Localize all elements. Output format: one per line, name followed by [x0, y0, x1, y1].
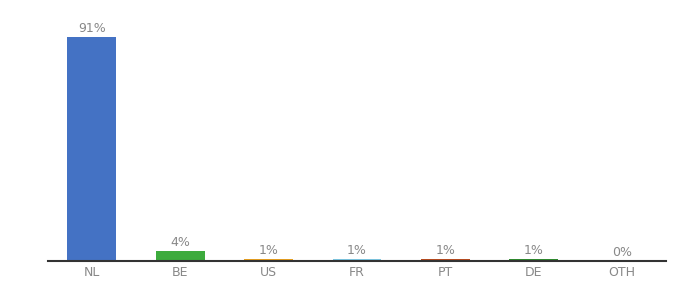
Bar	[509, 259, 558, 261]
Text: 1%: 1%	[258, 244, 279, 256]
Text: 4%: 4%	[170, 236, 190, 249]
Text: 91%: 91%	[78, 22, 105, 35]
Text: 1%: 1%	[524, 244, 544, 256]
Bar	[156, 251, 205, 261]
Bar	[421, 259, 470, 261]
Text: 1%: 1%	[435, 244, 456, 256]
Bar	[333, 259, 381, 261]
Bar	[244, 259, 293, 261]
Text: 0%: 0%	[612, 246, 632, 259]
Bar	[67, 37, 116, 261]
Text: 1%: 1%	[347, 244, 367, 256]
